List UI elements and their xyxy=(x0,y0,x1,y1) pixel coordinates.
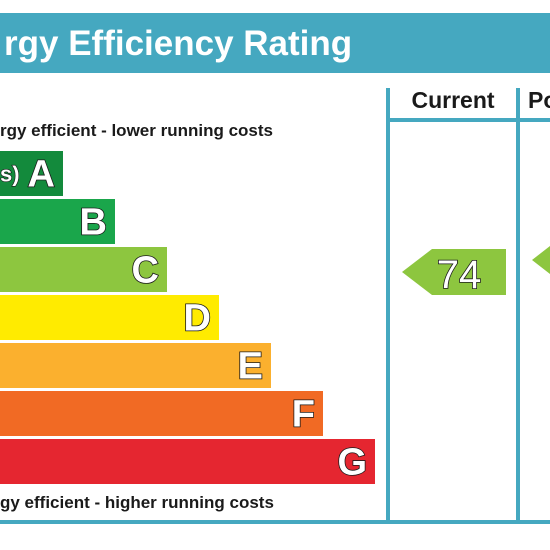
band-g-letter: G xyxy=(337,442,367,484)
band-e-bar xyxy=(0,343,271,388)
band-a-letter: A xyxy=(28,154,55,196)
inefficient-note: gy efficient - higher running costs xyxy=(0,493,274,512)
band-f-letter: F xyxy=(292,394,315,436)
current-rating-value: 74 xyxy=(437,253,482,297)
potential-rating-arrow xyxy=(532,246,550,274)
current-rating-marker: 74 xyxy=(402,249,506,298)
band-b-bar xyxy=(0,199,115,244)
title-bar xyxy=(0,13,550,73)
current-rating-arrow xyxy=(402,249,506,295)
band-a-range: s) xyxy=(0,162,20,187)
current-column-header: Current xyxy=(411,87,494,113)
band-e-letter: E xyxy=(238,346,263,388)
efficient-note: rgy efficient - lower running costs xyxy=(0,121,273,140)
band-c-letter: C xyxy=(132,250,159,292)
potential-column-header: Po xyxy=(528,87,550,113)
band-d-bar xyxy=(0,295,219,340)
chart-title: rgy Efficiency Rating xyxy=(4,24,352,63)
band-f-bar xyxy=(0,391,323,436)
band-d-letter: D xyxy=(184,298,211,340)
band-a-bar xyxy=(0,151,63,196)
band-b-letter: B xyxy=(80,202,107,244)
band-c-bar xyxy=(0,247,167,292)
band-g-bar xyxy=(0,439,375,484)
